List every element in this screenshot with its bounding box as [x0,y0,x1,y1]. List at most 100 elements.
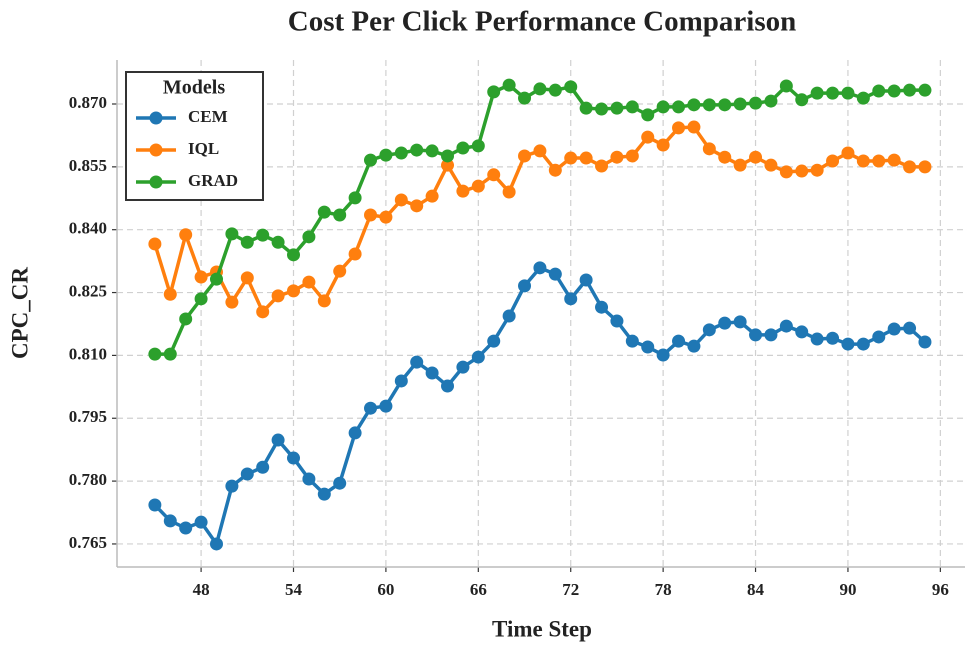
data-point [918,160,932,174]
data-point [194,270,208,284]
data-point [163,347,177,361]
data-point [903,83,917,97]
data-point [595,102,609,116]
data-point [302,230,316,244]
legend-label: GRAD [188,171,238,190]
data-point [610,314,624,328]
legend: Models CEM IQL GRAD [125,71,264,201]
data-point [333,208,347,222]
data-point [364,401,378,415]
data-point [364,208,378,222]
data-point [672,100,686,114]
data-point [610,101,624,115]
data-point [826,154,840,168]
data-point [271,235,285,249]
data-point [672,121,686,135]
data-point [625,334,639,348]
data-point [887,322,901,336]
data-point [533,261,547,275]
data-point [625,100,639,114]
y-tick-label: 0.810 [69,344,107,363]
data-point [518,149,532,163]
data-point [456,141,470,155]
data-point [687,339,701,353]
data-point [856,91,870,105]
data-point [225,295,239,309]
x-tick-label: 72 [562,580,579,599]
x-tick-label: 96 [932,580,949,599]
data-point [502,185,516,199]
data-point [579,101,593,115]
data-point [903,321,917,335]
data-point [487,334,501,348]
data-point [856,337,870,351]
data-point [471,350,485,364]
data-point [240,271,254,285]
x-tick-label: 48 [193,580,210,599]
data-point [872,330,886,344]
data-point [841,337,855,351]
data-point [348,191,362,205]
data-point [209,272,223,286]
data-point [795,325,809,339]
data-point [179,312,193,326]
x-tick-label: 66 [470,580,487,599]
data-point [810,86,824,100]
data-point [394,193,408,207]
data-point [733,158,747,172]
data-point [672,334,686,348]
data-point [502,309,516,323]
legend-marker [149,175,163,189]
data-point [749,150,763,164]
data-point [379,399,393,413]
series-line [154,83,925,356]
data-point [271,289,285,303]
y-tick-label: 0.795 [69,407,107,426]
data-point [148,347,162,361]
x-tick-label: 90 [839,580,856,599]
data-point [548,267,562,281]
data-point [286,248,300,262]
data-point [749,328,763,342]
x-tick-label: 60 [377,580,394,599]
data-point [826,331,840,345]
data-point [333,264,347,278]
data-point [225,479,239,493]
data-point [256,228,270,242]
data-point [394,146,408,160]
data-point [317,294,331,308]
x-tick-label: 54 [285,580,303,599]
data-point [394,374,408,388]
data-point [302,275,316,289]
data-point [656,348,670,362]
data-point [348,426,362,440]
data-point [548,163,562,177]
data-point [487,85,501,99]
legend-box [125,71,264,201]
data-point [687,98,701,112]
data-point [887,153,901,167]
data-point [179,228,193,242]
data-point [718,98,732,112]
data-point [502,78,516,92]
data-point [364,153,378,167]
data-point [564,80,578,94]
data-point [194,515,208,529]
data-point [348,247,362,261]
data-point [518,279,532,293]
y-tick-label: 0.765 [69,533,107,552]
data-point [487,168,501,182]
data-point [610,150,624,164]
data-point [595,300,609,314]
data-point [641,340,655,354]
data-point [148,498,162,512]
data-point [595,159,609,173]
data-point [841,86,855,100]
data-point [579,151,593,165]
data-point [286,284,300,298]
data-point [903,160,917,174]
data-point [471,179,485,193]
data-point [764,158,778,172]
y-tick-label: 0.870 [69,93,107,112]
